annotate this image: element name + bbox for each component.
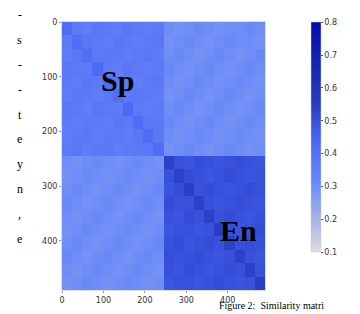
svg-text:Figure 2: Similarity matri: Figure 2: Similarity matri [219, 300, 324, 311]
svg-text:100: 100 [42, 72, 57, 81]
svg-text:0.6: 0.6 [324, 84, 337, 93]
svg-text:400: 400 [42, 237, 57, 246]
svg-text:-: - [18, 83, 22, 97]
svg-text:400: 400 [220, 296, 235, 305]
svg-text:Sp: Sp [101, 64, 134, 97]
svg-text:0.4: 0.4 [324, 149, 337, 158]
svg-text:0.3: 0.3 [324, 182, 337, 191]
svg-text:0.8: 0.8 [324, 18, 337, 27]
svg-text:300: 300 [42, 182, 57, 191]
svg-text:0: 0 [52, 18, 57, 27]
svg-text:100: 100 [96, 296, 111, 305]
svg-text:0: 0 [59, 296, 64, 305]
svg-text:200: 200 [137, 296, 152, 305]
svg-text:t: t [18, 108, 22, 122]
svg-text:s: s [17, 33, 22, 47]
svg-text:En: En [220, 214, 257, 247]
svg-text:n: n [17, 182, 23, 196]
svg-text:,: , [18, 207, 21, 221]
svg-text:e: e [17, 232, 22, 246]
svg-text:e: e [17, 132, 22, 146]
svg-text:-: - [18, 58, 22, 72]
svg-text:300: 300 [179, 296, 194, 305]
svg-text:-: - [18, 8, 22, 22]
svg-text:y: y [17, 157, 23, 171]
svg-text:200: 200 [42, 127, 57, 136]
svg-text:0.5: 0.5 [324, 117, 337, 126]
svg-text:0.2: 0.2 [324, 215, 337, 224]
svg-text:0.1: 0.1 [324, 248, 337, 257]
svg-text:0.7: 0.7 [324, 51, 337, 60]
